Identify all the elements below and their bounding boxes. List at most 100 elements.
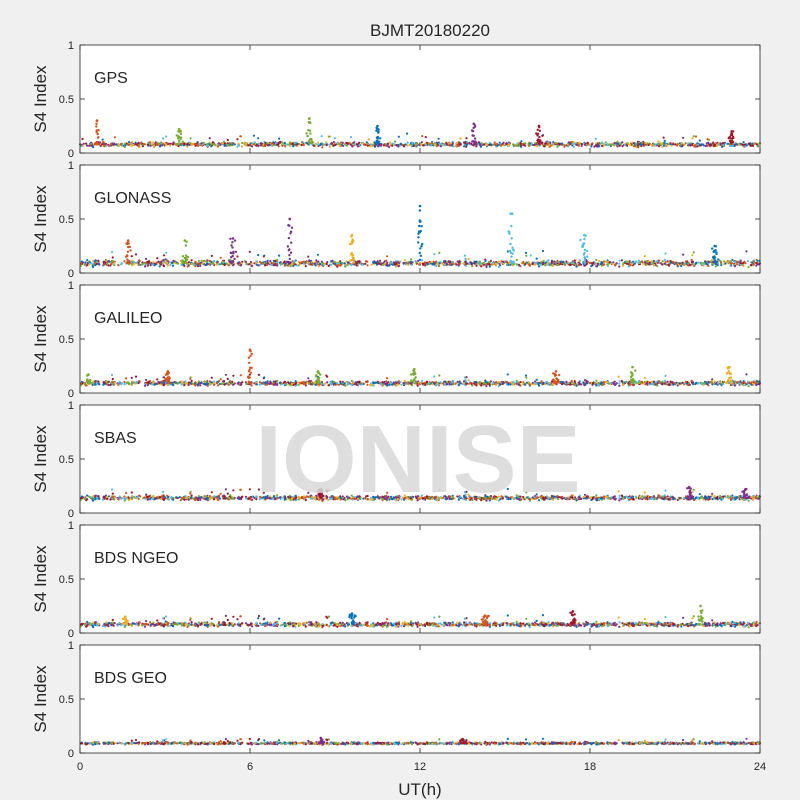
data-point <box>408 143 411 146</box>
data-point <box>85 379 89 382</box>
data-point <box>328 143 331 146</box>
data-point <box>168 144 172 147</box>
data-point <box>508 262 511 265</box>
data-point <box>177 144 180 148</box>
data-point <box>695 261 698 264</box>
data-point <box>338 383 341 386</box>
data-point <box>343 262 346 265</box>
data-point <box>736 260 740 263</box>
data-point <box>600 381 603 384</box>
data-point <box>533 143 536 146</box>
data-point <box>731 144 734 147</box>
data-point <box>745 144 748 147</box>
data-point <box>620 259 624 262</box>
data-point <box>466 382 469 385</box>
data-point <box>170 261 174 264</box>
data-point <box>248 250 251 253</box>
data-point <box>723 380 726 383</box>
data-point <box>729 141 733 144</box>
data-point <box>449 262 452 266</box>
data-point <box>629 143 632 146</box>
data-point <box>464 260 467 263</box>
data-point <box>643 255 646 258</box>
data-point <box>618 259 621 262</box>
data-point <box>419 254 423 257</box>
data-point <box>164 143 167 147</box>
data-point <box>747 265 750 269</box>
data-point <box>454 382 457 385</box>
data-point <box>600 261 603 264</box>
data-point <box>506 373 509 376</box>
data-point <box>300 143 303 147</box>
data-point <box>617 375 620 378</box>
data-point <box>437 141 440 144</box>
data-point <box>435 260 438 263</box>
data-point <box>411 142 414 145</box>
data-point <box>454 144 457 147</box>
data-point <box>420 225 423 228</box>
data-point <box>166 264 169 267</box>
data-point <box>176 143 179 146</box>
data-point <box>558 373 561 377</box>
y-axis-label: S4 Index <box>31 305 50 373</box>
data-point <box>419 247 422 250</box>
data-point <box>388 264 391 267</box>
data-point <box>553 380 556 383</box>
data-point <box>619 143 623 146</box>
data-point <box>189 377 192 380</box>
data-point <box>355 264 358 267</box>
data-point <box>292 264 295 267</box>
data-point <box>110 142 113 146</box>
data-point <box>162 384 165 387</box>
data-point <box>547 259 550 262</box>
data-point <box>239 374 242 377</box>
data-point <box>367 138 370 141</box>
data-point <box>525 376 528 379</box>
data-point <box>559 262 562 265</box>
data-point <box>327 384 330 387</box>
data-point <box>266 383 269 386</box>
data-point <box>541 134 544 137</box>
data-point <box>291 142 294 146</box>
data-point <box>113 263 116 267</box>
data-point <box>572 145 575 148</box>
data-point <box>661 260 664 263</box>
data-point <box>433 253 436 256</box>
data-point <box>541 141 544 145</box>
data-point <box>406 144 409 147</box>
data-point <box>365 141 368 144</box>
data-point <box>424 136 427 139</box>
data-point <box>583 258 587 261</box>
data-point <box>559 260 563 263</box>
data-point <box>511 383 514 386</box>
data-point <box>190 379 193 383</box>
data-point <box>420 379 424 383</box>
data-point <box>689 263 692 266</box>
data-point <box>631 141 634 144</box>
data-point <box>577 264 580 267</box>
data-point <box>509 383 512 386</box>
data-point <box>719 261 723 264</box>
data-point <box>479 143 482 146</box>
data-point <box>153 264 156 267</box>
data-point <box>618 265 621 268</box>
data-point <box>755 383 758 387</box>
data-point <box>510 237 513 240</box>
data-point <box>248 348 252 352</box>
data-point <box>579 238 582 242</box>
data-point <box>475 384 478 387</box>
data-point <box>728 376 731 380</box>
y-tick-label: 0.5 <box>59 94 74 106</box>
data-point <box>610 143 613 146</box>
data-point <box>674 143 677 146</box>
data-point <box>478 380 481 384</box>
data-point <box>315 374 318 377</box>
data-point <box>319 263 322 266</box>
data-point <box>213 259 216 263</box>
data-point <box>475 264 478 267</box>
data-point <box>294 263 297 266</box>
data-point <box>472 134 475 137</box>
data-point <box>241 141 244 145</box>
data-point <box>212 143 215 146</box>
